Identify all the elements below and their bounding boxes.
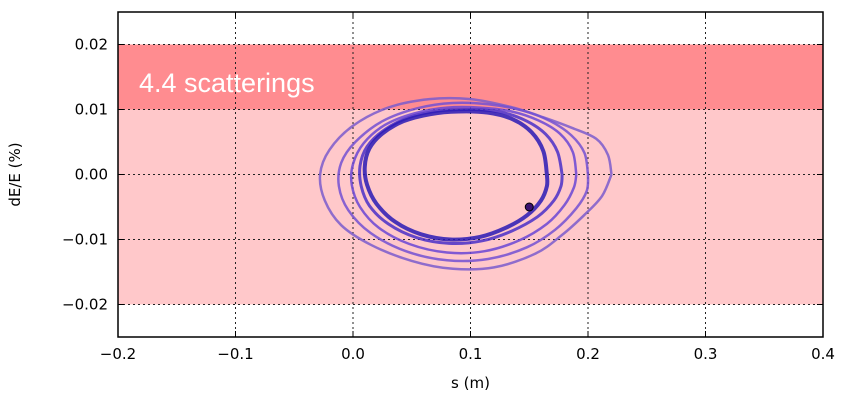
y-tick-label: 0.01 (75, 101, 108, 119)
y-tick-label: −0.02 (62, 296, 108, 314)
current-particle-marker-group (524, 202, 534, 212)
x-tick-label: −0.1 (217, 345, 253, 363)
x-axis-ticks: −0.2 −0.1 0.0 0.1 0.2 0.3 0.4 (100, 12, 835, 363)
y-tick-label: 0.02 (75, 36, 108, 54)
trajectory-curves (318, 96, 613, 271)
trajectory-series-4 (362, 109, 550, 242)
trajectory-series-3 (358, 107, 564, 246)
y-axis-ticks: −0.02 −0.01 0.00 0.01 0.02 (62, 36, 823, 314)
scatterings-annotation: 4.4 scatterings (139, 68, 315, 98)
y-tick-label: −0.01 (62, 231, 108, 249)
trajectory-series-1 (337, 101, 590, 263)
current-particle-marker (524, 202, 534, 212)
x-tick-label: 0.1 (459, 345, 483, 363)
x-tick-label: −0.2 (100, 345, 136, 363)
x-tick-label: 0.2 (576, 345, 600, 363)
y-tick-label: 0.00 (75, 166, 108, 184)
x-tick-label: 0.3 (694, 345, 718, 363)
y-axis-label: dE/E (%) (6, 142, 24, 206)
x-tick-label: 0.4 (811, 345, 835, 363)
trajectory-series-2 (349, 105, 578, 255)
trajectory-series-0 (318, 96, 613, 271)
x-tick-label: 0.0 (341, 345, 365, 363)
x-axis-label: s (m) (451, 374, 490, 392)
